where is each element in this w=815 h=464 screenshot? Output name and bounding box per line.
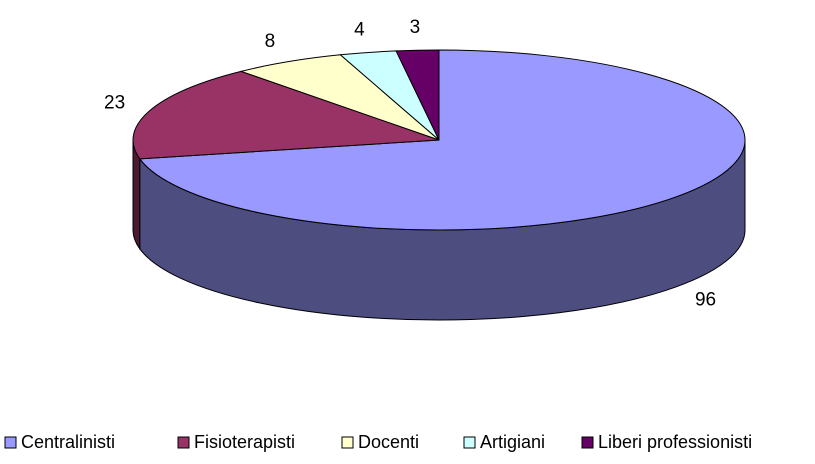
- legend-swatch: [177, 436, 190, 449]
- legend-label: Artigiani: [480, 432, 545, 452]
- data-label: 23: [104, 93, 125, 114]
- legend-swatch: [4, 436, 17, 449]
- data-label: 8: [265, 31, 276, 52]
- legend-label: Centralinisti: [21, 432, 115, 452]
- pie-slice: [138, 49, 746, 231]
- pie-slice: [395, 49, 440, 141]
- legend-label: Fisioterapisti: [194, 432, 295, 452]
- legend-swatch: [463, 436, 476, 449]
- data-label: 96: [695, 290, 716, 311]
- legend-label: Liberi professionisti: [598, 432, 752, 452]
- pie-slice: [132, 70, 440, 160]
- data-label: 3: [410, 17, 421, 38]
- data-label: 4: [354, 20, 365, 41]
- legend-swatch: [341, 436, 354, 449]
- legend-label: Docenti: [358, 432, 419, 452]
- legend-swatch: [581, 436, 594, 449]
